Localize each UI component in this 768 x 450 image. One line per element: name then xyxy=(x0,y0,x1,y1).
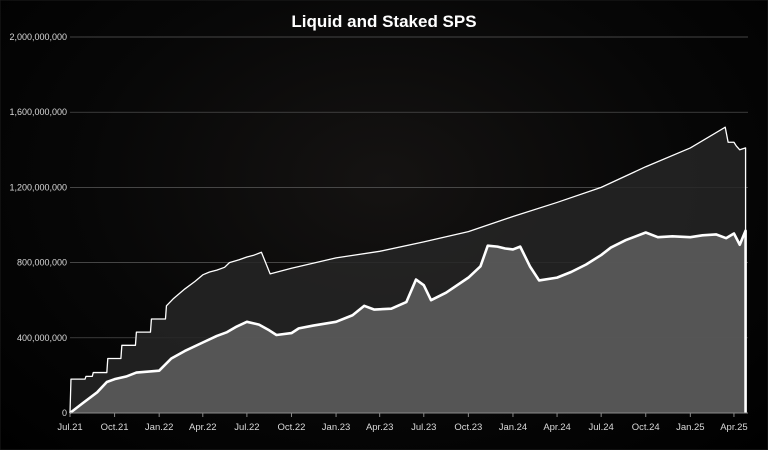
x-tick-label: Jul.23 xyxy=(411,422,436,433)
axes: 0 400,000,000 800,000,000 1,200,000,000 1,60… xyxy=(9,32,748,433)
y-tick-label: 2,000,000,000 xyxy=(9,32,67,42)
x-tick-label: Oct.22 xyxy=(277,422,305,433)
x-tick-label: Jan.23 xyxy=(322,422,351,433)
x-tick-label: Jan.24 xyxy=(499,422,528,433)
y-tick-label: 400,000,000 xyxy=(17,333,67,343)
chart-title: Liquid and Staked SPS xyxy=(291,12,476,31)
series-area-2 xyxy=(70,230,746,413)
x-tick-label: Oct.21 xyxy=(101,422,129,433)
y-tick-label: 800,000,000 xyxy=(17,258,67,268)
x-tick-label: Jul.21 xyxy=(57,422,82,433)
series-lines xyxy=(69,126,747,415)
x-tick-label: Apr.25 xyxy=(720,422,747,433)
series-line-1 xyxy=(69,126,747,414)
y-tick-label: 0 xyxy=(62,408,67,418)
x-tick-label: Jan.25 xyxy=(676,422,705,433)
x-tick-label: Apr.24 xyxy=(543,422,570,433)
x-tick-label: Jul.24 xyxy=(588,422,613,433)
y-tick-label: 1,600,000,000 xyxy=(9,107,67,117)
x-tick-label: Oct.23 xyxy=(454,422,482,433)
series-line-2 xyxy=(69,229,747,415)
x-tick-label: Jul.22 xyxy=(234,422,259,433)
x-tick-label: Jan.22 xyxy=(145,422,174,433)
series-areas xyxy=(70,127,746,414)
x-tick-label: Apr.23 xyxy=(366,422,393,433)
y-tick-label: 1,200,000,000 xyxy=(9,182,67,192)
x-tick-label: Apr.22 xyxy=(189,422,216,433)
x-tick-label: Oct.24 xyxy=(632,422,660,433)
